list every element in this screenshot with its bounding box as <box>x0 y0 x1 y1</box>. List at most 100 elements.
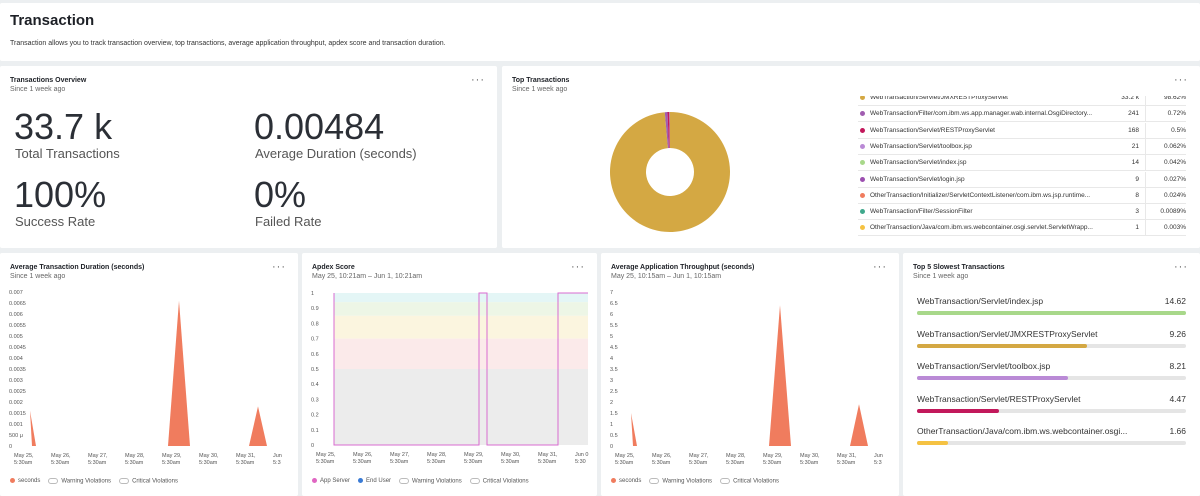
apdex-band <box>334 293 588 303</box>
slow-transaction-name[interactable]: WebTransaction/Servlet/toolbox.jsp <box>917 361 1051 371</box>
top-transactions-list: WebTransaction/Servlet/JMXRESTProxyServl… <box>502 96 1200 246</box>
area-peak[interactable] <box>769 305 791 446</box>
more-menu-button[interactable]: ··· <box>1174 261 1188 273</box>
transaction-name: WebTransaction/Filter/com.ibm.ws.app.man… <box>870 110 1093 118</box>
legend-app-server[interactable]: App Server <box>312 478 350 484</box>
failed-rate-value: 0% <box>254 174 307 215</box>
card-subtitle: May 25, 10:21am – Jun 1, 10:21am <box>312 273 423 280</box>
card-title: Average Application Throughput (seconds) <box>611 264 755 271</box>
series-color-dot <box>860 143 865 149</box>
x-tick-label: May 29, 5:30am <box>763 453 783 466</box>
y-tick-label: 1 <box>311 291 314 297</box>
legend-seconds[interactable]: seconds <box>611 478 641 484</box>
legend-critical-violations[interactable]: Critical Violations <box>469 478 529 485</box>
total-transactions-value: 33.7 k <box>14 106 113 147</box>
app-server-line[interactable] <box>333 292 588 446</box>
area-peak[interactable] <box>631 413 637 446</box>
y-tick-label: 0.3 <box>311 397 319 403</box>
more-menu-button[interactable]: ··· <box>272 261 286 273</box>
y-tick-label: 4 <box>610 356 613 362</box>
transaction-count: 3 <box>1108 204 1146 220</box>
top-transaction-row[interactable]: OtherTransaction/Initializer/ServletCont… <box>858 187 1186 204</box>
area-peak[interactable] <box>850 404 868 446</box>
x-tick-label: May 26, 5:30am <box>652 453 672 466</box>
series-color-dot <box>860 209 865 215</box>
slow-transaction-name[interactable]: OtherTransaction/Java/com.ibm.ws.webcont… <box>917 426 1128 436</box>
slow-transaction-value: 14.62 <box>1164 296 1186 306</box>
top-transaction-row[interactable]: WebTransaction/Filter/com.ibm.ws.app.man… <box>858 106 1186 123</box>
transaction-percent: 0.0089% <box>1160 208 1186 216</box>
legend-warning-violations[interactable]: Warning Violations <box>48 478 111 485</box>
x-tick-label: May 30, 5:30am <box>199 453 219 466</box>
apdex-card: Apdex Score May 25, 10:21am – Jun 1, 10:… <box>302 253 597 496</box>
slow-transaction-name[interactable]: WebTransaction/Servlet/JMXRESTProxyServl… <box>917 328 1098 339</box>
area-peak[interactable] <box>168 300 190 446</box>
series-color-dot <box>860 225 865 231</box>
card-title: Average Transaction Duration (seconds) <box>10 264 145 271</box>
x-tick-label: May 30, 5:30am <box>800 453 820 466</box>
transactions-overview-card: Transactions Overview Since 1 week ago ·… <box>0 66 497 248</box>
top-transaction-row[interactable]: WebTransaction/Servlet/index.jsp 14 0.042% <box>858 155 1186 172</box>
transaction-percent: 0.062% <box>1163 142 1186 150</box>
more-menu-button[interactable]: ··· <box>873 261 887 273</box>
y-tick-label: 0.005 <box>9 334 23 340</box>
avg-duration-card: Average Transaction Duration (seconds) S… <box>0 253 298 496</box>
top-transaction-row[interactable]: WebTransaction/Servlet/toolbox.jsp 21 0.06… <box>858 138 1186 155</box>
top-transaction-row[interactable]: WebTransaction/Servlet/login.jsp 9 0.027% <box>858 171 1186 188</box>
legend-seconds[interactable]: seconds <box>10 478 40 484</box>
chart-legend: seconds Warning Violations Critical Viol… <box>10 478 178 485</box>
slow-transaction-value: 8.21 <box>1169 361 1186 371</box>
donut-slice[interactable] <box>609 112 730 232</box>
x-tick-label: Jun 5:3 <box>874 453 883 466</box>
legend-critical-violations[interactable]: Critical Violations <box>720 478 779 485</box>
slow-transaction-name[interactable]: WebTransaction/Servlet/index.jsp <box>917 296 1044 306</box>
more-menu-button[interactable]: ··· <box>571 261 585 273</box>
top-transaction-row[interactable]: WebTransaction/Filter/SessionFilter 3 0.00… <box>858 204 1186 221</box>
y-tick-label: 0.2 <box>311 413 319 419</box>
y-tick-label: 0.007 <box>9 290 23 296</box>
y-tick-label: 7 <box>610 290 613 296</box>
y-tick-label: 0.006 <box>9 312 23 318</box>
total-transactions-label: Total Transactions <box>15 146 120 161</box>
x-tick-label: Jun 5:3 <box>273 453 282 466</box>
top-transaction-row[interactable]: OtherTransaction/Java/com.ibm.ws.webcont… <box>858 220 1186 237</box>
slowest-transactions-card: Top 5 Slowest Transactions Since 1 week … <box>903 253 1200 496</box>
card-title: Apdex Score <box>312 264 355 271</box>
apdex-band <box>334 369 588 445</box>
area-peak[interactable] <box>30 410 36 446</box>
donut-slice[interactable] <box>667 112 670 149</box>
legend-critical-violations[interactable]: Critical Violations <box>119 478 178 485</box>
y-tick-label: 0.003 <box>9 378 23 384</box>
y-tick-label: 0.5 <box>311 367 319 373</box>
transaction-percent: 0.027% <box>1163 175 1186 183</box>
y-tick-label: 0.7 <box>311 337 319 343</box>
y-tick-label: 6.5 <box>610 301 618 307</box>
slow-transaction-bar <box>917 408 1000 413</box>
y-tick-label: 0.0015 <box>9 411 26 417</box>
x-tick-label: May 25, 5:30am <box>615 453 635 466</box>
legend-warning-violations[interactable]: Warning Violations <box>649 478 712 485</box>
slow-transaction-bar-track <box>917 441 1186 445</box>
area-peak[interactable] <box>249 406 267 446</box>
legend-warning-violations[interactable]: Warning Violations <box>399 478 462 485</box>
top-transaction-row[interactable]: WebTransaction/Servlet/JMXRESTProxyServl… <box>858 96 1186 106</box>
series-color-dot <box>860 160 865 166</box>
transaction-percent: 0.5% <box>1171 126 1186 134</box>
more-menu-button[interactable]: ··· <box>1174 74 1188 86</box>
slow-transaction-name[interactable]: WebTransaction/Servlet/RESTProxyServlet <box>917 393 1081 404</box>
donut-slice[interactable] <box>664 112 669 149</box>
legend-end-user[interactable]: End User <box>358 478 391 484</box>
transaction-name: WebTransaction/Filter/SessionFilter <box>870 208 973 216</box>
x-tick-label: May 31, 5:30am <box>538 452 558 465</box>
x-tick-label: May 27, 5:30am <box>88 453 108 466</box>
y-tick-label: 0.001 <box>9 422 23 428</box>
x-tick-label: May 27, 5:30am <box>390 452 410 465</box>
x-tick-label: May 26, 5:30am <box>51 453 71 466</box>
transaction-name: WebTransaction/Servlet/JMXRESTProxyServl… <box>870 96 1008 101</box>
more-menu-button[interactable]: ··· <box>471 74 485 86</box>
avg-duration-chart[interactable]: 0.007 0.0065 0.006 0.0055 0.005 0.0045 0.004 0.… <box>0 285 298 471</box>
top-transaction-row[interactable]: WebTransaction/Servlet/RESTProxyServlet 1… <box>858 122 1186 139</box>
top-transactions-donut[interactable] <box>608 110 732 234</box>
